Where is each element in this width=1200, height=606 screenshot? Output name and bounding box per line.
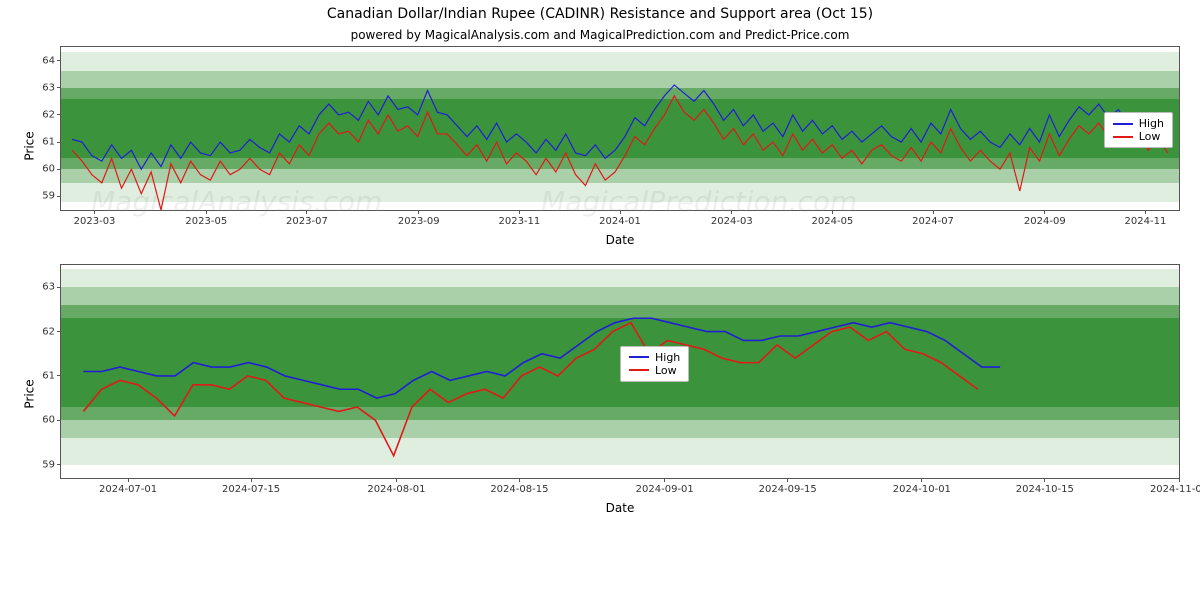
legend-row-high: High — [1113, 117, 1164, 130]
legend-label-high-2: High — [655, 351, 680, 364]
legend-line-high-2 — [629, 356, 649, 358]
legend-row-low-2: Low — [629, 364, 680, 377]
legend-row-high-2: High — [629, 351, 680, 364]
chart1-wrap: Price MagicalAnalysis.com MagicalPredict… — [60, 46, 1180, 246]
legend-label-low-2: Low — [655, 364, 677, 377]
chart1-xlabel: Date — [60, 233, 1180, 247]
legend-line-low — [1113, 136, 1133, 138]
chart1-plot-area: MagicalAnalysis.com MagicalPrediction.co… — [60, 46, 1180, 211]
chart1-svg — [61, 47, 1179, 210]
legend-line-high — [1113, 123, 1133, 125]
legend-label-high: High — [1139, 117, 1164, 130]
legend-label-low: Low — [1139, 130, 1161, 143]
legend-line-low-2 — [629, 369, 649, 371]
legend-row-low: Low — [1113, 130, 1164, 143]
chart1-ylabel: Price — [23, 131, 37, 160]
chart2-legend: High Low — [620, 346, 689, 382]
chart1-legend: High Low — [1104, 112, 1173, 148]
chart2-xlabel: Date — [60, 501, 1180, 515]
chart2-wrap: Price High Low 5960616263 2024-07-012024… — [60, 264, 1180, 524]
chart-subtitle: powered by MagicalAnalysis.com and Magic… — [0, 28, 1200, 42]
chart2-plot-area: High Low 5960616263 2024-07-012024-07-15… — [60, 264, 1180, 479]
chart-title: Canadian Dollar/Indian Rupee (CADINR) Re… — [0, 6, 1200, 22]
chart2-ylabel: Price — [23, 379, 37, 408]
